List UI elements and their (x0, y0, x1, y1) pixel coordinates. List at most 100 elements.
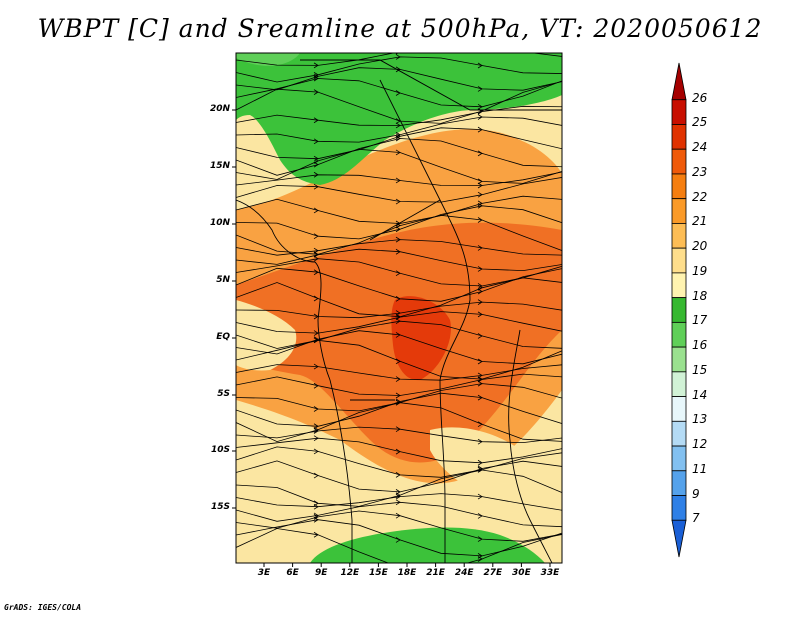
streamline-arrow (395, 332, 401, 338)
streamline-arrow (313, 62, 319, 69)
streamline-arrow (477, 182, 483, 189)
lat-label: 10S (210, 445, 230, 455)
streamline-arrow (477, 191, 483, 198)
lat-label: 10N (209, 218, 230, 228)
streamline-arrow (395, 220, 401, 227)
lon-label: 30E (512, 568, 531, 578)
map-frame (235, 52, 563, 564)
streamline-arrow (313, 269, 319, 276)
colorbar-cell (671, 198, 687, 224)
field-red-core (391, 296, 451, 381)
streamline-arrow (477, 536, 483, 542)
streamline-arrow (477, 333, 483, 339)
chart-title: WBPT [C] and Sreamline at 500hPa, VT: 20… (37, 14, 763, 43)
streamline-arrow (395, 248, 401, 255)
streamline-arrow (313, 382, 319, 389)
streamline-arrow (313, 138, 319, 145)
lon-label: 24E (454, 568, 474, 578)
streamline-arrow (313, 330, 319, 336)
colorbar-label: 26 (692, 90, 708, 105)
streamline-arrow (477, 86, 483, 92)
streamline-arrow (477, 358, 483, 365)
colorbar-cell (671, 62, 687, 101)
colorbar-label: 15 (692, 362, 708, 377)
lon-label: 27E (483, 568, 503, 578)
streamline-arrow (313, 516, 319, 523)
streamline-arrow (477, 266, 483, 272)
lat-label: 5S (217, 389, 230, 399)
streamline-arrow (477, 178, 483, 185)
streamline-arrow (477, 62, 483, 69)
streamline-arrow (313, 183, 319, 190)
streamline-arrow (395, 177, 401, 184)
lon-label: 6E (286, 568, 299, 578)
streamline-arrow (313, 233, 319, 240)
streamline-arrow (395, 122, 401, 129)
colorbar-cell (671, 495, 687, 521)
lon-label: 9E (314, 568, 328, 578)
colorbar-cell (671, 148, 687, 175)
streamline-arrow (477, 283, 483, 289)
streamline-arrow (395, 472, 401, 478)
streamline-arrow (395, 149, 401, 156)
colorbar-cell (671, 321, 687, 348)
streamline-arrow (313, 247, 319, 254)
streamline-arrow (313, 531, 319, 538)
lon-label: 3E (257, 568, 271, 578)
streamline-arrow (395, 512, 401, 519)
streamline-arrow (477, 200, 483, 207)
streamline-arrow (477, 556, 483, 562)
colorbar-label: 7 (692, 511, 700, 526)
streamline-arrow (395, 426, 401, 433)
streamline-arrow (313, 503, 319, 510)
streamline-arrow (395, 133, 401, 140)
streamline-arrow (395, 392, 401, 399)
streamline-arrow (477, 513, 483, 519)
colorbar-label: 18 (692, 288, 708, 303)
colorbar-cell (671, 247, 687, 274)
colorbar-label: 22 (692, 189, 708, 204)
streamline-arrow (313, 512, 319, 519)
colorbar-label: 12 (692, 437, 708, 452)
streamline-arrow (313, 295, 319, 302)
streamline-arrow (313, 207, 319, 214)
streamline-arrow (313, 171, 319, 178)
streamline-arrow (477, 114, 483, 120)
streamline-arrow (313, 428, 319, 434)
streamline-arrow (477, 245, 483, 251)
colorbar-label: 24 (692, 140, 708, 155)
colorbar (671, 62, 687, 558)
streamline-arrow (313, 117, 319, 124)
colorbar-cell (671, 99, 687, 125)
lat-label: EQ (216, 332, 230, 342)
colorbar-cell (671, 297, 687, 323)
streamline-arrow (477, 380, 483, 387)
streamline-arrow (313, 155, 319, 162)
colorbar-cell (671, 470, 687, 496)
colorbar-label: 21 (692, 214, 708, 229)
lat-label: 15S (210, 502, 230, 512)
streamline-arrow (477, 394, 483, 401)
colorbar-label: 23 (692, 164, 708, 179)
streamline-arrow (477, 438, 483, 445)
streamline-arrow (313, 406, 319, 412)
colorbar-label: 14 (692, 387, 708, 402)
streamline-arrow (395, 270, 401, 277)
streamline-arrow (478, 44, 482, 49)
streamline-arrow (477, 284, 483, 291)
streamline-arrow (395, 358, 401, 365)
lat-label: 15N (209, 161, 230, 171)
colorbar-label: 16 (692, 338, 708, 353)
streamline-arrow (313, 73, 319, 80)
streamline-arrow (395, 318, 401, 325)
streamline-arrow (477, 311, 483, 318)
lon-label: 21E (426, 568, 445, 578)
streamline-arrow (477, 493, 483, 500)
lon-label: 18E (397, 568, 417, 578)
streamline-arrow (395, 314, 401, 320)
streamline-arrow (313, 448, 319, 455)
lon-label: 33E (540, 568, 560, 578)
streamline (236, 53, 562, 66)
streamline-arrow (395, 135, 401, 142)
